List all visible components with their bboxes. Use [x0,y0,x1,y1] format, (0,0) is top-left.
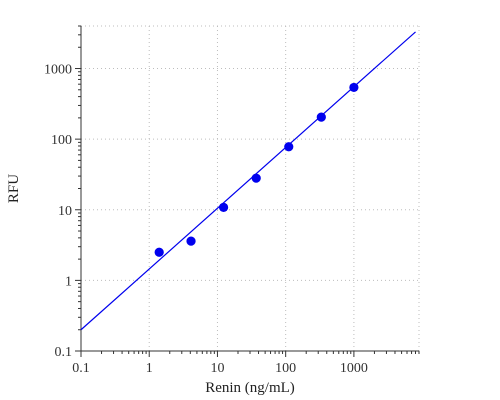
x-tick-label: 1 [146,361,153,376]
data-point [284,142,294,152]
y-tick-label: 1 [65,274,72,289]
x-tick-label: 100 [275,361,296,376]
data-point [349,82,359,93]
data-point [154,247,164,257]
fit-line [80,31,416,331]
y-axis-label: RFU [6,174,22,203]
y-tick-label: 100 [51,133,72,148]
y-tick-label: 10 [58,204,72,219]
ticks-layer [75,25,420,357]
data-point [186,236,196,246]
series-layer [80,31,416,331]
axes-layer [80,26,419,352]
labels-layer: 0.1 1 10 100 1000 0.1 1 10 100 1000 [44,63,368,376]
y-tick-label: 1000 [44,63,72,78]
x-tick-label: 10 [210,361,224,376]
grid-layer [81,25,420,351]
data-point [251,173,261,183]
data-point [218,202,229,212]
x-tick-label: 1000 [340,361,368,376]
x-axis-label: Renin (ng/mL) [205,380,295,396]
data-point [316,112,326,122]
x-tick-label: 0.1 [72,361,90,376]
y-tick-label: 0.1 [55,345,73,360]
